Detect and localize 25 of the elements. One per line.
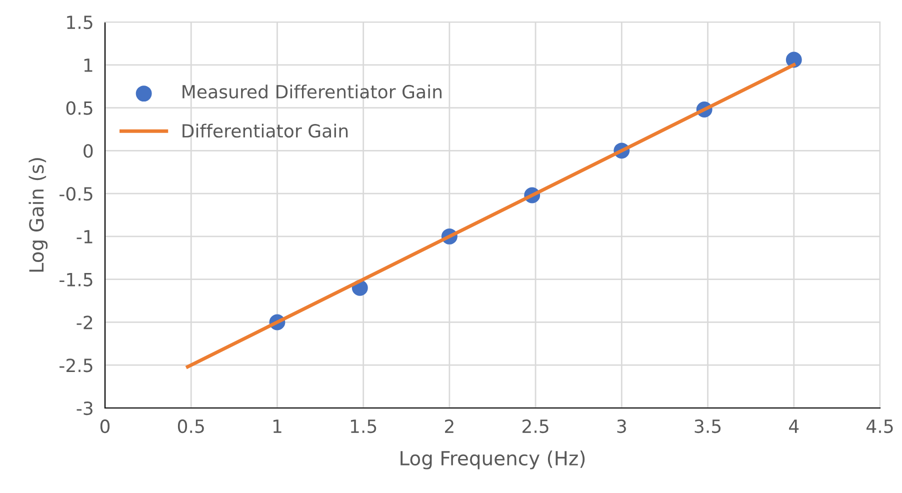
y-tick-label: 0.5 xyxy=(66,101,92,115)
x-tick-label: 2.5 xyxy=(522,419,548,434)
legend-label: Measured Differentiator Gain xyxy=(182,84,442,99)
x-tick-label: 3.5 xyxy=(694,419,721,434)
y-tick-label: -1 xyxy=(76,230,92,244)
x-tick-label: 4 xyxy=(789,420,799,433)
y-tick-label: 1 xyxy=(84,58,92,72)
y-tick-label: -0.5 xyxy=(60,187,92,201)
x-tick-label: 4.5 xyxy=(866,420,893,434)
point xyxy=(786,52,802,68)
y-tick-label: -2 xyxy=(76,316,92,330)
x-tick-label: 2 xyxy=(445,419,454,433)
y-tick-label: 1.5 xyxy=(67,16,92,30)
y-axis-title: Log Gain (s) xyxy=(28,158,48,272)
x-tick-label: 1.5 xyxy=(350,420,376,434)
y-tick-label: -1.5 xyxy=(60,273,92,286)
x-tick-label: 3 xyxy=(617,419,626,434)
x-axis-title: Log Frequency (Hz) xyxy=(400,450,585,470)
legend-label: Differentiator Gain xyxy=(182,124,348,138)
x-tick-label: 1 xyxy=(273,420,282,433)
y-tick-label: -3 xyxy=(76,401,92,416)
y-tick-label: 0 xyxy=(84,144,93,158)
x-tick-label: 0.5 xyxy=(178,419,204,434)
x-tick-label: 0 xyxy=(100,419,110,434)
y-tick-label: -2.5 xyxy=(60,358,92,372)
